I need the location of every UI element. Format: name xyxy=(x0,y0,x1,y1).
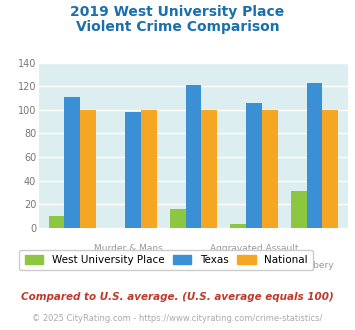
Bar xyxy=(246,103,262,228)
Text: Violent Crime Comparison: Violent Crime Comparison xyxy=(76,20,279,34)
Text: Murder & Mans...: Murder & Mans... xyxy=(94,244,171,253)
Text: © 2025 CityRating.com - https://www.cityrating.com/crime-statistics/: © 2025 CityRating.com - https://www.city… xyxy=(32,314,323,323)
Bar xyxy=(80,110,96,228)
Text: 2019 West University Place: 2019 West University Place xyxy=(70,5,285,19)
Text: Robbery: Robbery xyxy=(296,261,333,270)
Bar xyxy=(141,110,157,228)
Bar xyxy=(291,191,307,228)
Text: All Violent Crime: All Violent Crime xyxy=(34,261,110,270)
Bar xyxy=(262,110,278,228)
Legend: West University Place, Texas, National: West University Place, Texas, National xyxy=(20,250,313,270)
Bar xyxy=(322,110,338,228)
Bar xyxy=(230,224,246,228)
Bar xyxy=(186,85,201,228)
Text: Aggravated Assault: Aggravated Assault xyxy=(210,244,298,253)
Bar xyxy=(49,216,65,228)
Bar xyxy=(65,97,80,228)
Text: Rape: Rape xyxy=(182,261,205,270)
Bar xyxy=(307,83,322,228)
Bar xyxy=(201,110,217,228)
Text: Compared to U.S. average. (U.S. average equals 100): Compared to U.S. average. (U.S. average … xyxy=(21,292,334,302)
Bar xyxy=(170,209,186,228)
Bar xyxy=(125,112,141,228)
